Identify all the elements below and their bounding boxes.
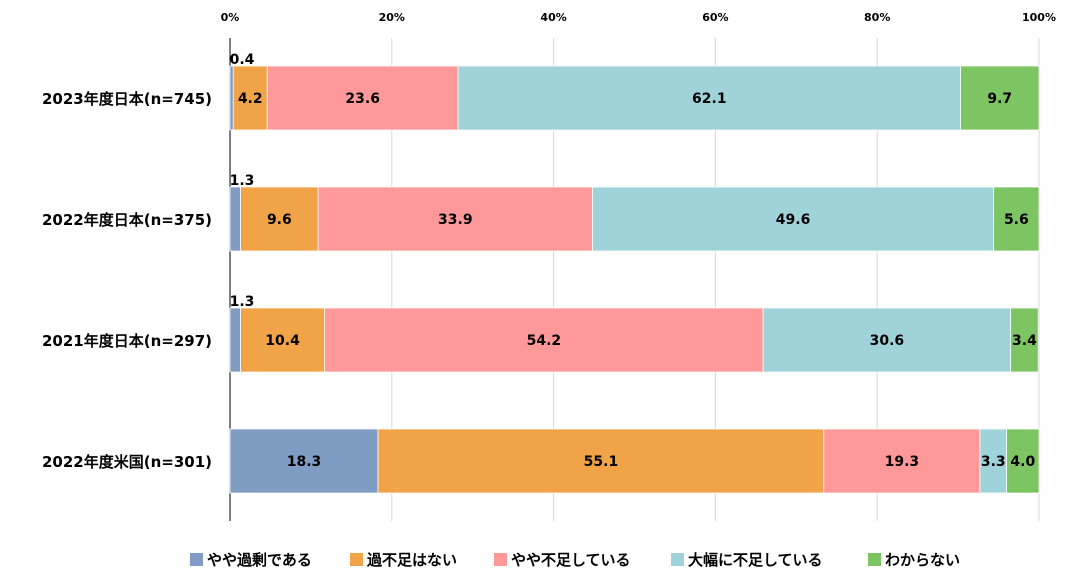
bar-segment [240, 307, 326, 373]
bar-segment [993, 186, 1040, 252]
legend-item: 大幅に不足している [671, 551, 823, 569]
bar-segment [229, 186, 241, 252]
bar-segment [229, 65, 234, 131]
bar-row: 18.3 55.1 19.3 3.3 4.0 [229, 428, 1040, 494]
data-label: 19.3 [885, 454, 920, 470]
data-label: 0.4 [230, 52, 255, 68]
data-label: 9.7 [987, 91, 1012, 107]
legend-swatch [190, 553, 203, 566]
x-tick-label: 40% [540, 11, 566, 24]
category-label: 2022年度米国(n=301) [42, 453, 212, 471]
bar-segment [457, 65, 961, 131]
legend-swatch [671, 553, 684, 566]
bar-segment [762, 307, 1012, 373]
x-axis-ticks: 0% 20% 40% 60% 80% 100% [221, 11, 1056, 24]
category-label: 2021年度日本(n=297) [42, 332, 212, 350]
data-label: 49.6 [776, 212, 811, 228]
legend-swatch [868, 553, 881, 566]
data-label: 4.0 [1010, 454, 1035, 470]
x-tick-label: 0% [221, 11, 240, 24]
legend-item: やや過剰である [190, 551, 312, 569]
bar-row: 1.3 9.6 33.9 49.6 5.6 [229, 173, 1040, 252]
bar-segment [592, 186, 995, 252]
bar-segment [960, 65, 1040, 131]
bar-row: 1.3 10.4 54.2 30.6 3.4 [229, 294, 1039, 373]
legend-label: わからない [885, 551, 960, 569]
legend: やや過剰である 過不足はない やや不足している 大幅に不足している わからない [190, 551, 960, 569]
bar-segment [317, 186, 593, 252]
data-label: 55.1 [584, 454, 619, 470]
category-label: 2023年度日本(n=745) [42, 90, 212, 108]
data-label: 10.4 [265, 333, 300, 349]
data-label: 5.6 [1004, 212, 1029, 228]
bar-segment [229, 428, 379, 494]
x-tick-label: 60% [702, 11, 728, 24]
bar-segment [324, 307, 764, 373]
legend-label: 過不足はない [366, 551, 457, 569]
data-label: 33.9 [438, 212, 473, 228]
data-label: 30.6 [870, 333, 905, 349]
legend-swatch [350, 553, 363, 566]
x-tick-label: 100% [1022, 11, 1056, 24]
bar-segment [229, 307, 241, 373]
bar-segment [1006, 428, 1040, 494]
data-label: 1.3 [230, 173, 255, 189]
data-label: 1.3 [230, 294, 255, 310]
data-label: 3.3 [981, 454, 1006, 470]
data-label: 3.4 [1012, 333, 1037, 349]
bar-row: 0.4 4.2 23.6 62.1 9.7 [229, 52, 1040, 131]
data-label: 23.6 [345, 91, 380, 107]
category-labels: 2023年度日本(n=745) 2022年度日本(n=375) 2021年度日本(n… [42, 90, 212, 471]
x-tick-label: 80% [864, 11, 890, 24]
bar-segment [1010, 307, 1039, 373]
data-label: 62.1 [692, 91, 727, 107]
bar-segment [232, 65, 268, 131]
legend-label: やや不足している [511, 551, 631, 569]
data-label: 9.6 [267, 212, 292, 228]
legend-label: やや過剰である [207, 551, 312, 569]
x-tick-label: 20% [379, 11, 405, 24]
data-label: 4.2 [238, 91, 263, 107]
data-label: 18.3 [287, 454, 322, 470]
legend-item: 過不足はない [350, 551, 457, 569]
legend-item: わからない [868, 551, 960, 569]
legend-swatch [494, 553, 507, 566]
bar-segment [377, 428, 825, 494]
legend-label: 大幅に不足している [688, 551, 823, 569]
data-label: 54.2 [527, 333, 562, 349]
bar-segment [240, 186, 319, 252]
bars: 0.4 4.2 23.6 62.1 9.7 1.3 9.6 33.9 49.6 5.6 1.3 10.… [229, 52, 1040, 494]
category-label: 2022年度日本(n=375) [42, 211, 212, 229]
legend-item: やや不足している [494, 551, 631, 569]
